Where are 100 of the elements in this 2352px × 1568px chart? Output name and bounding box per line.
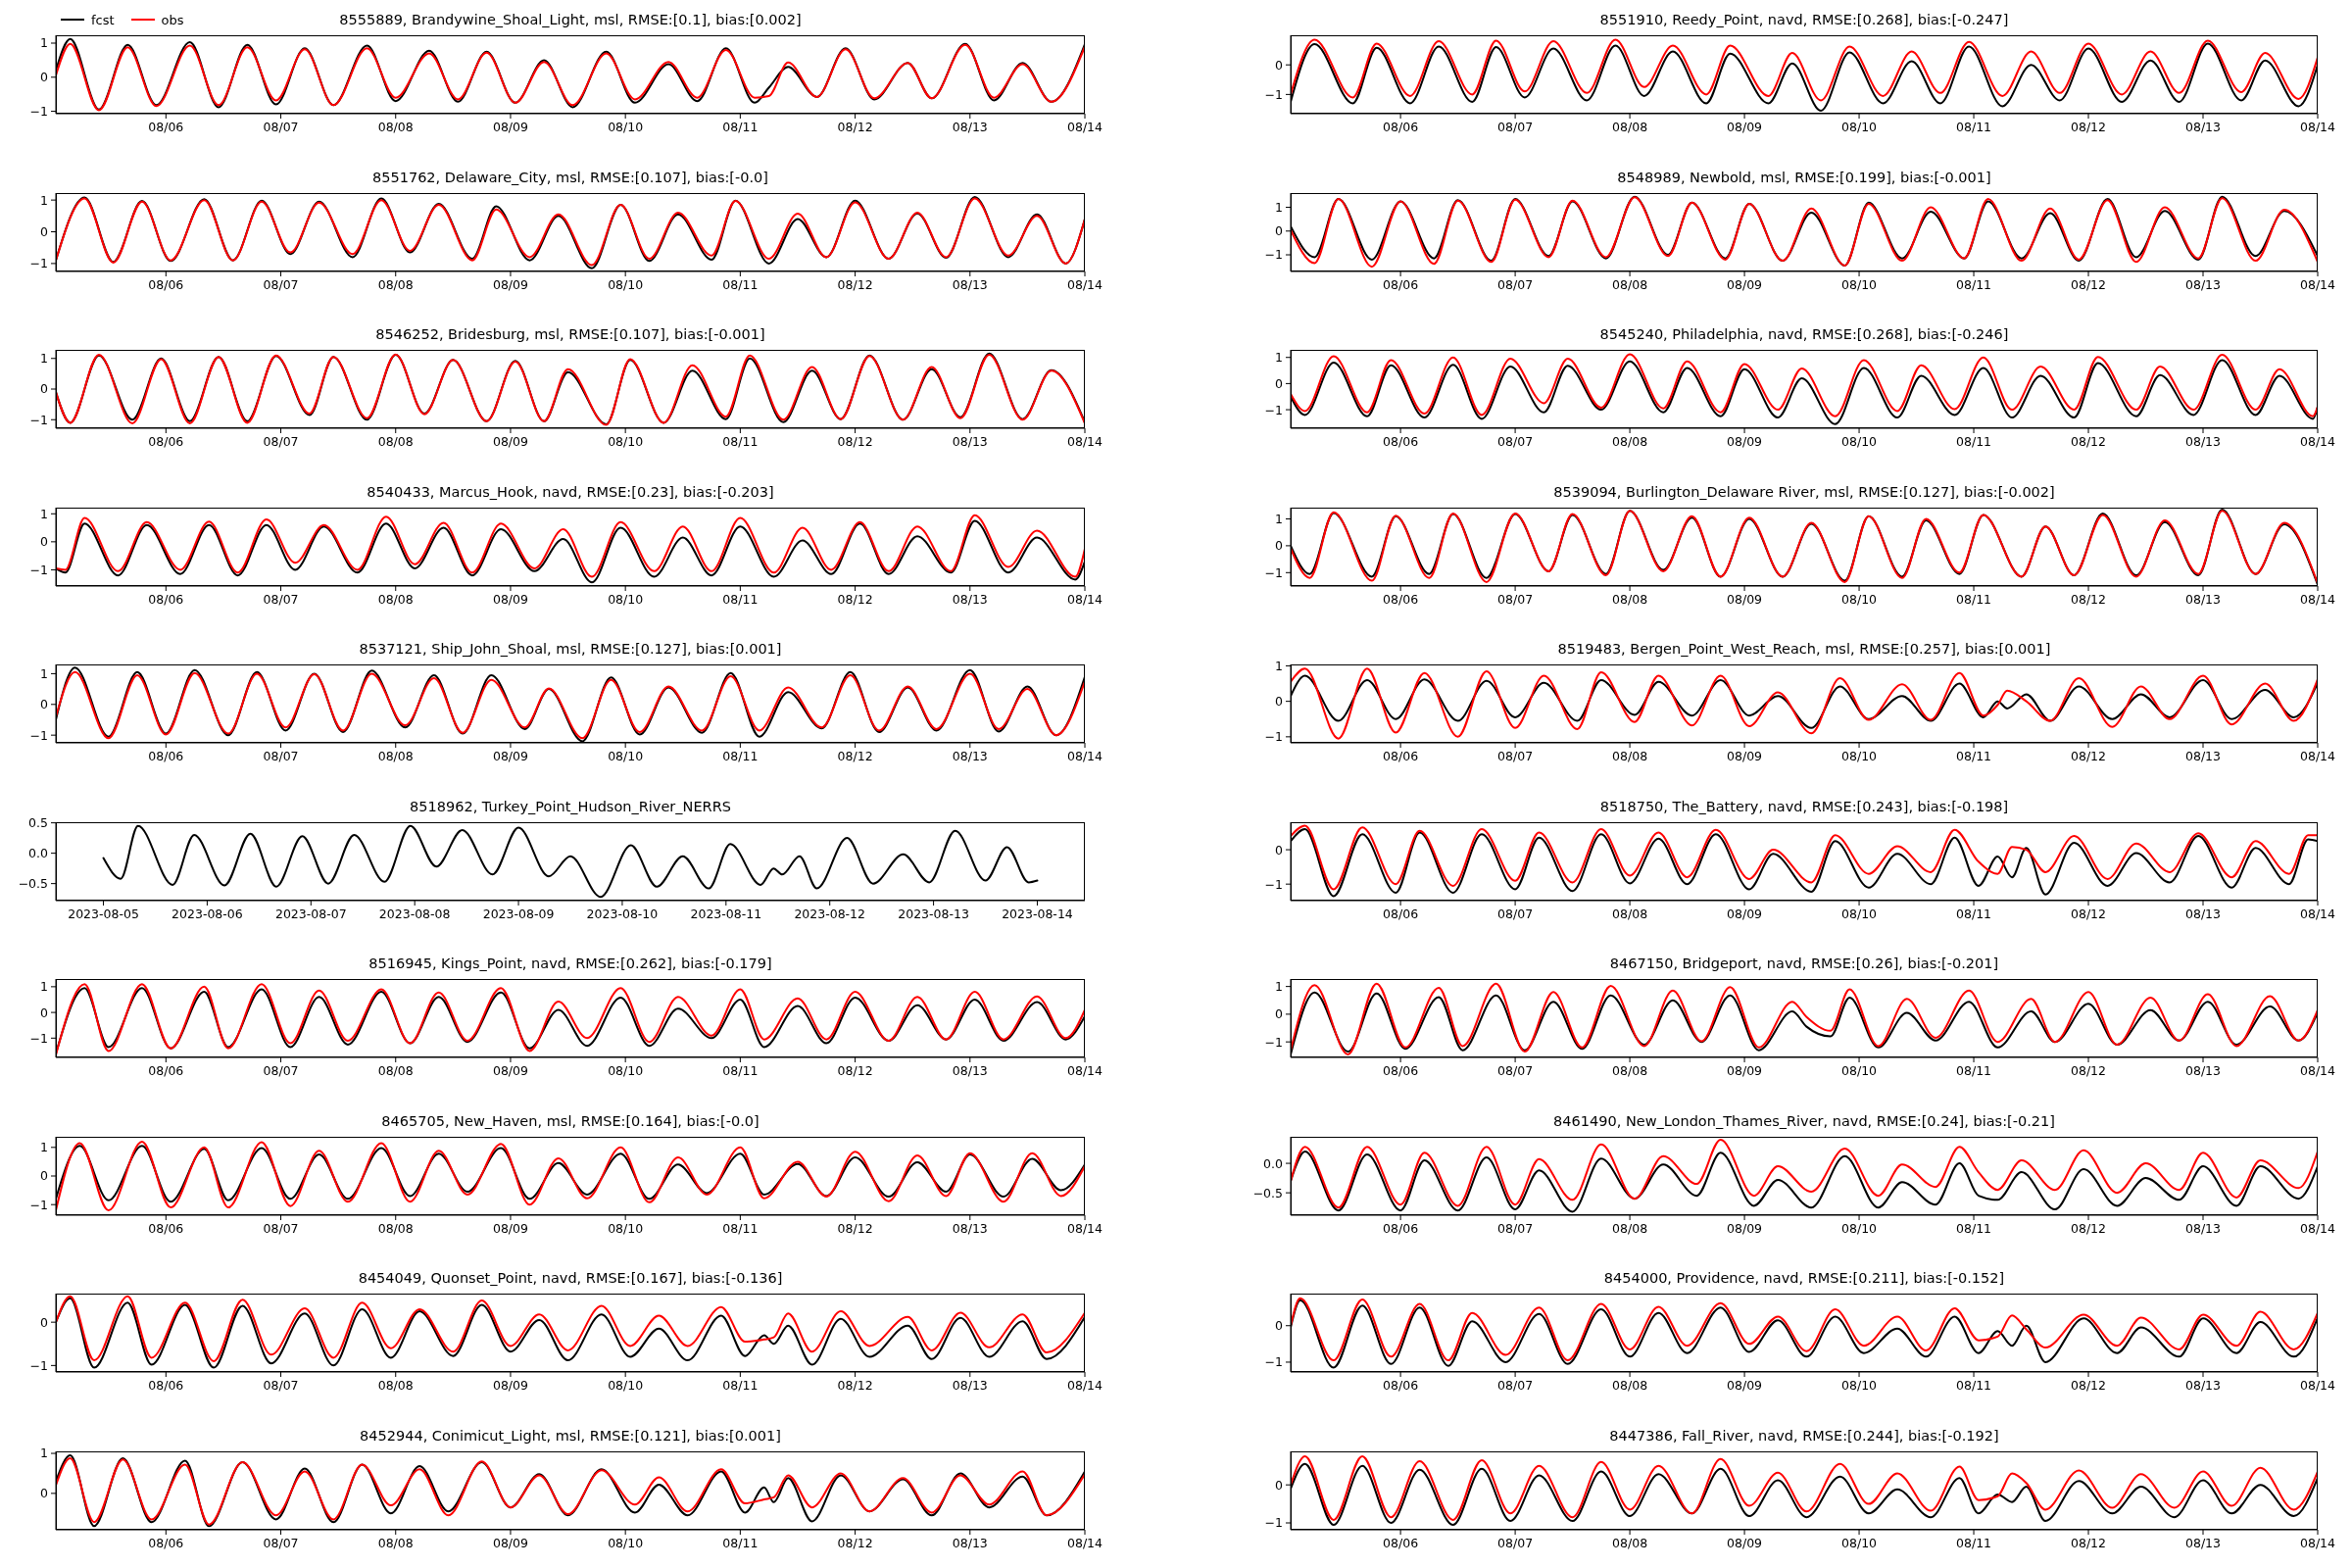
x-tick-label: 08/08 [1612, 1377, 1648, 1393]
x-tick-label: 08/11 [722, 591, 759, 607]
x-tick-label: 08/12 [837, 433, 873, 449]
x-tick-label: 08/11 [722, 119, 759, 134]
chart-title: 8548989, Newbold, msl, RMSE:[0.199], bias:[-0.001] [1616, 168, 1992, 187]
x-tick-label: 08/11 [1956, 276, 1992, 292]
x-tick-label: 08/12 [2071, 748, 2107, 763]
y-tick-label: 1 [40, 192, 48, 208]
x-tick-label: 08/07 [1497, 1377, 1534, 1393]
x-tick-label: 08/06 [1383, 1062, 1419, 1078]
x-tick-label: 08/09 [1727, 591, 1763, 607]
x-tick-label: 2023-08-10 [586, 906, 659, 921]
y-tick-label: 0 [40, 381, 49, 397]
x-tick-label: 08/11 [1956, 1220, 1992, 1236]
x-tick-label: 08/14 [2299, 748, 2336, 763]
y-tick-label: 1 [1275, 199, 1283, 215]
x-tick-label: 08/12 [837, 748, 873, 763]
x-tick-label: 08/14 [2299, 1220, 2336, 1236]
x-tick-label: 08/09 [1727, 276, 1763, 292]
x-tick-label: 08/08 [377, 433, 414, 449]
y-tick-label: 1 [40, 1445, 48, 1460]
x-tick-label: 08/08 [377, 1535, 414, 1550]
y-tick-label: −1 [1264, 876, 1283, 892]
x-tick-label: 08/07 [1497, 748, 1534, 763]
x-tick-label: 08/07 [263, 433, 299, 449]
x-tick-label: 08/14 [1066, 1062, 1103, 1078]
x-tick-label: 08/11 [722, 748, 759, 763]
x-tick-label: 08/11 [1956, 906, 1992, 921]
x-tick-label: 08/11 [722, 1535, 759, 1550]
y-tick-label: 0 [1275, 1477, 1284, 1493]
x-tick-label: 08/09 [1727, 1535, 1763, 1550]
x-tick-label: 08/11 [1956, 1377, 1992, 1393]
y-tick-label: −1 [29, 1197, 48, 1212]
chart-title: 8454049, Quonset_Point, navd, RMSE:[0.167], bias:[-0.136] [357, 1269, 784, 1288]
legend-label: fcst [91, 12, 115, 27]
x-tick-label: 08/06 [148, 748, 184, 763]
x-tick-label: 08/12 [2071, 119, 2107, 134]
y-tick-label: −1 [29, 727, 48, 743]
y-tick-label: −1 [1264, 1514, 1283, 1530]
x-tick-label: 08/10 [1841, 1220, 1878, 1236]
chart-title: 8545240, Philadelphia, navd, RMSE:[0.268], bias:[-0.246] [1598, 325, 2010, 344]
x-tick-label: 08/10 [1841, 1062, 1878, 1078]
x-tick-label: 08/08 [1612, 1220, 1648, 1236]
y-tick-label: 0.0 [28, 845, 49, 860]
x-tick-label: 08/14 [1066, 591, 1103, 607]
x-tick-label: 08/08 [1612, 1062, 1648, 1078]
chart-title: 8539094, Burlington_Delaware River, msl, RMSE:[0.127], bias:[-0.002] [1552, 482, 2056, 502]
x-tick-label: 08/14 [1066, 1377, 1103, 1393]
x-tick-label: 2023-08-11 [690, 906, 762, 921]
x-tick-label: 08/13 [2185, 1535, 2222, 1550]
line-series [1291, 1454, 2318, 1521]
x-tick-label: 08/13 [2185, 433, 2222, 449]
x-tick-label: 08/14 [1066, 433, 1103, 449]
x-tick-label: 08/14 [2299, 119, 2336, 134]
x-tick-label: 08/13 [2185, 276, 2222, 292]
x-tick-label: 08/06 [1383, 748, 1419, 763]
x-tick-label: 08/12 [2071, 1220, 2107, 1236]
y-tick-label: −1 [1264, 564, 1283, 580]
x-tick-label: 08/10 [1841, 276, 1878, 292]
x-tick-label: 08/09 [1727, 1377, 1763, 1393]
x-tick-label: 08/09 [492, 1377, 529, 1393]
x-tick-label: 08/10 [608, 1062, 644, 1078]
x-tick-label: 08/13 [2185, 1377, 2222, 1393]
x-tick-label: 08/13 [2185, 1062, 2222, 1078]
x-tick-label: 08/10 [608, 276, 644, 292]
x-tick-label: 08/13 [952, 748, 988, 763]
line-series [102, 824, 1039, 898]
y-tick-label: 0 [40, 1004, 49, 1020]
x-tick-label: 2023-08-05 [68, 906, 139, 921]
x-tick-label: 08/11 [1956, 1535, 1992, 1550]
x-tick-label: 08/09 [492, 433, 529, 449]
y-tick-label: 0 [40, 697, 49, 712]
x-tick-label: 08/09 [492, 591, 529, 607]
y-tick-label: −1 [1264, 729, 1283, 745]
x-tick-label: 08/08 [1612, 433, 1648, 449]
x-tick-label: 08/07 [1497, 1220, 1534, 1236]
x-tick-label: 08/12 [837, 1535, 873, 1550]
x-tick-label: 08/08 [377, 591, 414, 607]
chart-title: 8518750, The_Battery, navd, RMSE:[0.243], bias:[-0.198] [1598, 797, 2010, 816]
y-tick-label: 0.0 [1263, 1155, 1284, 1171]
x-tick-label: 08/14 [2299, 1377, 2336, 1393]
y-tick-label: 1 [1275, 350, 1283, 366]
x-tick-label: 08/13 [952, 591, 988, 607]
x-tick-label: 08/09 [492, 1062, 529, 1078]
y-tick-label: 0 [1275, 1006, 1284, 1022]
x-tick-label: 08/12 [2071, 906, 2107, 921]
x-tick-label: 08/12 [2071, 1062, 2107, 1078]
y-tick-label: 0 [40, 533, 49, 549]
x-tick-label: 08/12 [837, 119, 873, 134]
x-tick-label: 08/12 [2071, 1535, 2107, 1550]
x-tick-label: 08/14 [1066, 276, 1103, 292]
chart-title: 8447386, Fall_River, navd, RMSE:[0.244], bias:[-0.192] [1608, 1426, 2000, 1446]
x-tick-label: 2023-08-09 [482, 906, 555, 921]
y-tick-label: 0 [40, 1485, 49, 1500]
y-tick-label: −1 [1264, 1354, 1283, 1370]
y-tick-label: −1 [1264, 86, 1283, 102]
x-tick-label: 08/07 [263, 1062, 299, 1078]
x-tick-label: 08/11 [722, 1377, 759, 1393]
chart-title: 8519483, Bergen_Point_West_Reach, msl, RMSE:[0.257], bias:[0.001] [1556, 640, 2052, 659]
y-tick-label: 1 [40, 506, 48, 521]
